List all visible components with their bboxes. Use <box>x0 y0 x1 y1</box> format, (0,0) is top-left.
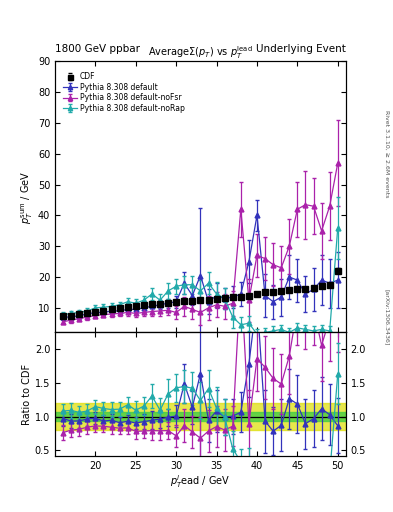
Text: 1800 GeV ppbar: 1800 GeV ppbar <box>55 44 140 54</box>
Legend: CDF, Pythia 8.308 default, Pythia 8.308 default-noFsr, Pythia 8.308 default-noRa: CDF, Pythia 8.308 default, Pythia 8.308 … <box>62 71 187 114</box>
Title: Average$\Sigma(p_T)$ vs $p_T^{\rm lead}$: Average$\Sigma(p_T)$ vs $p_T^{\rm lead}$ <box>148 45 253 61</box>
Y-axis label: Ratio to CDF: Ratio to CDF <box>22 364 32 424</box>
Text: [arXiv:1306.3436]: [arXiv:1306.3436] <box>385 289 389 346</box>
Y-axis label: $p_T^{\rm sum}$ / GeV: $p_T^{\rm sum}$ / GeV <box>20 170 35 224</box>
X-axis label: $p_T^{l}$ead / GeV: $p_T^{l}$ead / GeV <box>170 473 231 490</box>
Text: Rivet 3.1.10, ≥ 2.6M events: Rivet 3.1.10, ≥ 2.6M events <box>385 110 389 197</box>
Text: Underlying Event: Underlying Event <box>256 44 346 54</box>
